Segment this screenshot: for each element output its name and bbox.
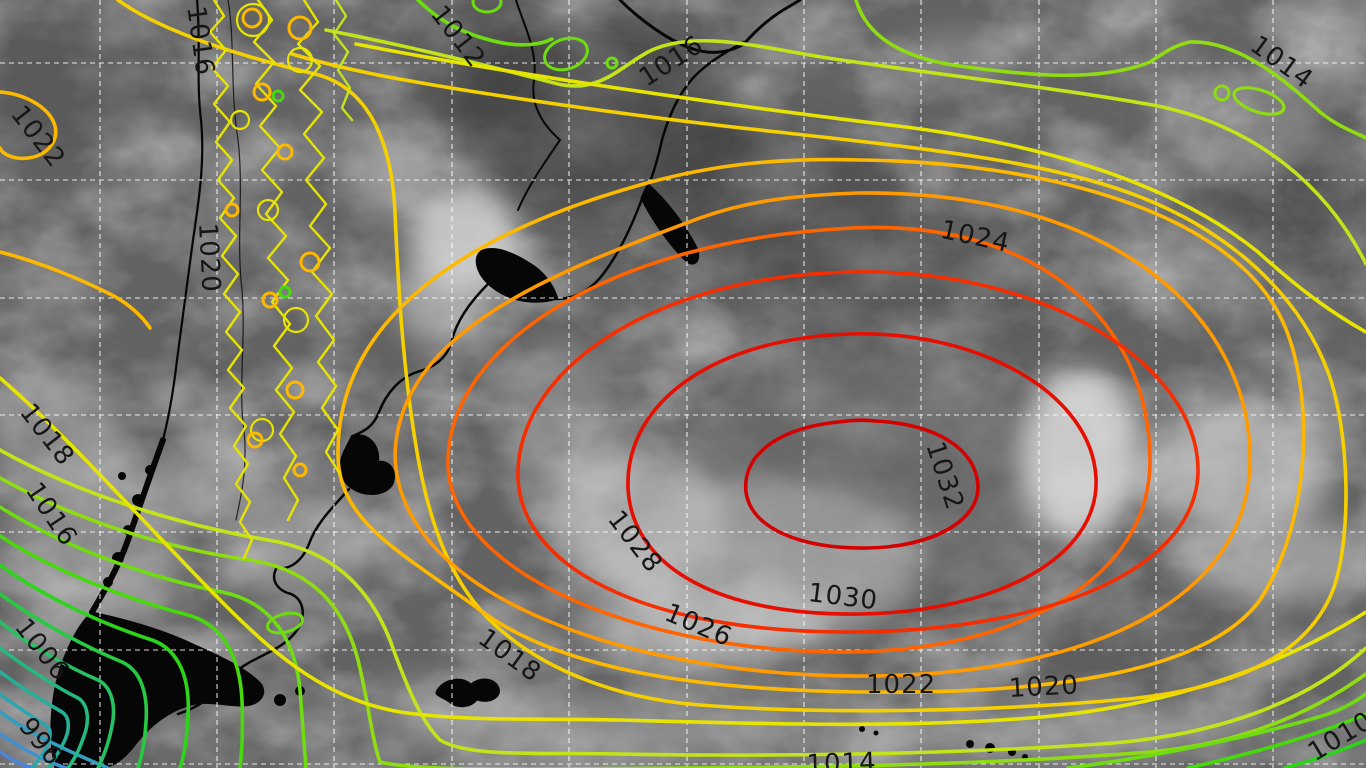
isobar-path-1004 — [0, 620, 116, 768]
isobar-path-1016-north — [324, 28, 1366, 266]
isobar-path-1014-south — [0, 476, 1366, 768]
peninsula-valdes — [339, 434, 396, 495]
isobar-dot-1012-north — [605, 56, 619, 70]
isobar-path-1008-southeast — [1283, 738, 1366, 768]
isobar-path-1012-southeast — [1066, 692, 1366, 768]
isobar-loop-1024 — [393, 191, 1252, 678]
isobar-path-1010 — [0, 534, 245, 768]
isobar-loop-1026 — [446, 225, 1152, 654]
isobar-path-1018-south — [0, 376, 1366, 727]
coastline-brazil-top — [618, 0, 802, 54]
coastline-patagonia — [176, 487, 351, 716]
coastline-chile-fjords — [89, 437, 166, 615]
isobar-path-1012-north — [416, 0, 554, 47]
isobar-loop-1012-north — [543, 36, 589, 72]
isobar-path-1012 — [0, 505, 308, 768]
isobar-loop-1032 — [744, 418, 980, 550]
isobar-path-998 — [0, 692, 52, 768]
andes-strand-2 — [252, 0, 300, 522]
isobar-loop-1012-small — [265, 611, 305, 635]
andes-green-dot-2 — [271, 89, 285, 103]
isobar-path-996 — [0, 710, 110, 768]
isobar-path-1010-southeast — [1186, 712, 1366, 768]
isobar-path-1020 — [116, 0, 1348, 713]
andes-orange-blobs — [224, 7, 321, 478]
isobar-loop-1030 — [626, 332, 1098, 616]
isobar-path-1000 — [0, 670, 71, 768]
isobar-path-1014-north — [854, 0, 1366, 140]
isobar-loop-1012-topedge — [471, 0, 503, 14]
isobar-path-1018-north — [354, 42, 1366, 334]
islet — [274, 694, 286, 706]
coastline-chile-pacific — [161, 0, 204, 442]
isobar-path-1022-west — [0, 250, 152, 330]
isobar-loop-1014-ne — [1232, 86, 1286, 116]
isobar-loop-1022 — [336, 157, 1306, 694]
isobar-loop-1014-ne-dot — [1213, 84, 1231, 102]
isobar-path-1008 — [0, 563, 191, 768]
border-andes — [227, 0, 246, 521]
isobar-path-1016-south — [0, 448, 1366, 757]
isobar-loop-1028 — [516, 270, 1200, 634]
isobar-path-1006 — [0, 592, 149, 768]
isobar-path-1022-hook — [0, 90, 58, 161]
dark-zones — [0, 5, 1366, 685]
lagoa-dos-patos — [640, 182, 700, 265]
coastline-argentina — [351, 282, 490, 438]
isobar-path-1002 — [0, 646, 90, 768]
andes-contour-cluster — [208, 0, 354, 560]
andes-rings — [229, 2, 314, 443]
isobar-path-994 — [0, 732, 68, 768]
andes-strand-3 — [296, 0, 342, 476]
coastline-east — [554, 40, 746, 301]
andes-green-dot-1 — [278, 285, 292, 299]
coastlines — [50, 0, 1028, 768]
border-inland-1 — [515, 0, 561, 211]
andes-strand-1 — [208, 0, 254, 560]
fjord-islands — [103, 465, 155, 587]
andes-strand-4 — [332, 0, 354, 122]
